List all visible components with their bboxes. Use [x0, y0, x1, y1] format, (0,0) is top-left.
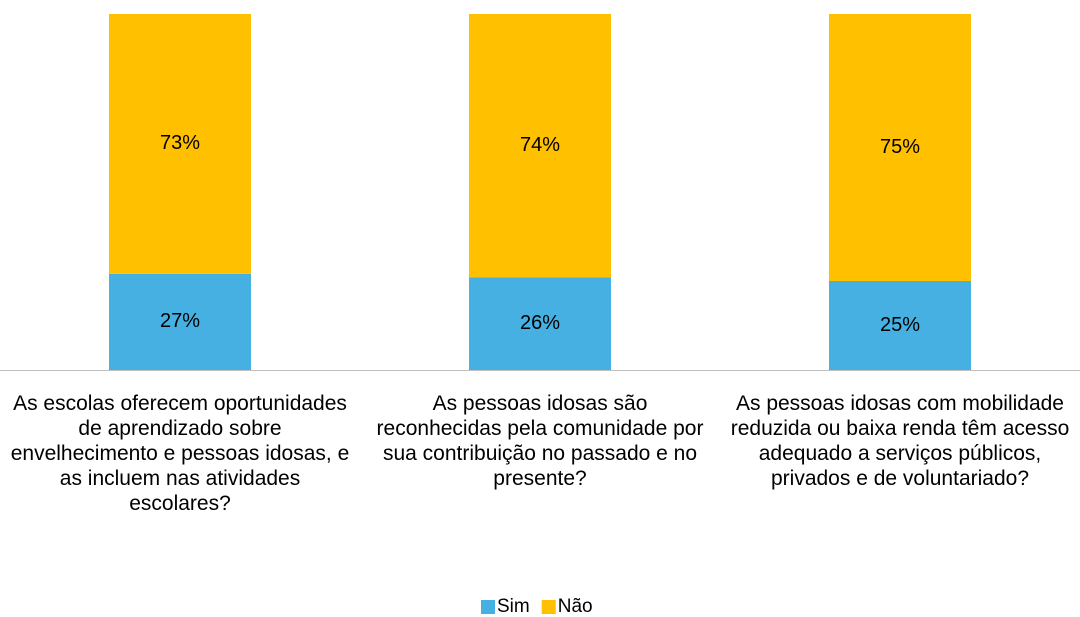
bar-segment — [109, 14, 251, 274]
legend-label: Sim — [497, 596, 530, 617]
data-label: 74% — [520, 134, 560, 156]
bar-segment — [469, 277, 611, 370]
legend-swatch — [541, 600, 556, 614]
data-label: 25% — [880, 314, 920, 336]
x-tick-label: As escolas oferecem oportunidades de apr… — [10, 392, 350, 515]
bar-segment — [829, 14, 971, 281]
data-label: 75% — [880, 136, 920, 158]
data-label: 26% — [520, 312, 560, 334]
x-tick-label: As pessoas idosas são reconhecidas pela … — [376, 392, 704, 490]
bar-segment — [109, 273, 251, 370]
data-label: 27% — [160, 310, 200, 332]
legend-label: Não — [558, 596, 593, 617]
legend-swatch — [481, 600, 495, 614]
bar-segment — [829, 281, 971, 370]
x-tick-label: As pessoas idosas com mobilidade reduzid… — [730, 392, 1070, 490]
data-label: 73% — [160, 132, 200, 154]
bar-segment — [469, 14, 611, 278]
